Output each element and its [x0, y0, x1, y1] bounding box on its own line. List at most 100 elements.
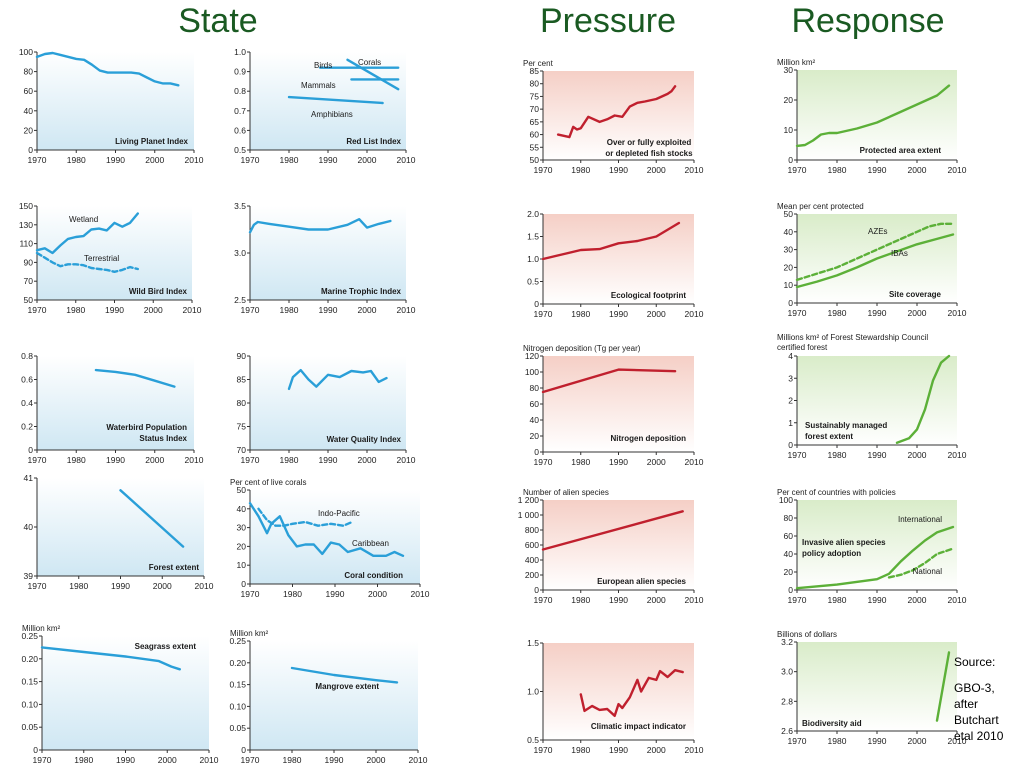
x-tick-label: 1970: [788, 736, 807, 746]
series-line-wetland: [35, 212, 140, 255]
x-tick-label: 2010: [685, 745, 704, 755]
y-tick-label: 2: [788, 396, 793, 406]
chart-alien-species: 0 200 400 600 800 1 000 1 200 1970 1980 1990 2000 2…: [518, 488, 704, 605]
y-tick-label: 0.4: [21, 398, 33, 408]
x-tick-label: 2010: [185, 455, 204, 465]
y-tick-label: 55: [530, 142, 540, 152]
y-tick-label: 80: [237, 398, 247, 408]
x-tick-label: 1990: [609, 595, 628, 605]
x-tick-label: 1990: [325, 755, 344, 765]
x-tick-label: 2000: [358, 155, 377, 165]
y-tick-label: 3.2: [781, 637, 793, 647]
indicator-label: Living Planet Index: [115, 137, 188, 146]
y-tick-label: 70: [24, 276, 34, 286]
y-tick-label: 1.0: [527, 254, 539, 264]
y-tick-label: 41: [24, 473, 34, 483]
y-tick-label: 3: [788, 373, 793, 383]
y-tick-label: 70: [237, 445, 247, 455]
x-tick-label: 1990: [868, 450, 887, 460]
plot-background: [797, 500, 957, 590]
source-line-2: GBO-3,: [954, 681, 995, 695]
y-tick-label: 1.0: [234, 47, 246, 57]
x-tick-label: 1990: [106, 155, 125, 165]
y-tick-label: 0.05: [21, 722, 38, 732]
x-tick-label: 1970: [28, 455, 47, 465]
chart-nitrogen: 0 20 40 60 80 100 120 1970 1980 1990 2000 2010 Nitro…: [523, 344, 704, 467]
y-tick-label: 2.0: [527, 209, 539, 219]
x-tick-label: 2000: [908, 595, 927, 605]
indicator-label: Waterbird Population: [106, 423, 187, 432]
x-tick-label: 1980: [571, 165, 590, 175]
chart-climatic-impact: 0.5 1.0 1.5 1970 1980 1990 2000 2010 Climatic im…: [527, 638, 704, 755]
x-tick-label: 1970: [788, 450, 807, 460]
y-tick-label: 0: [28, 445, 33, 455]
x-tick-label: 2010: [948, 308, 967, 318]
y-tick-label: 100: [19, 47, 33, 57]
indicator-label: Sustainably managed: [805, 421, 887, 430]
y-tick-label: 0.10: [21, 699, 38, 709]
indicator-label: Coral condition: [344, 571, 403, 580]
indicator-label: Over or fully exploited: [607, 138, 692, 147]
x-tick-label: 1970: [241, 305, 260, 315]
series-line-0: [556, 85, 677, 139]
y-tick-label: 0.2: [21, 422, 33, 432]
y-tick-label: 0.20: [229, 658, 246, 668]
y-tick-label: 130: [19, 220, 33, 230]
source-line-1: Source:: [954, 655, 996, 669]
y-tick-label: 60: [784, 531, 794, 541]
panel-title: Billions of dollars: [777, 630, 837, 639]
x-tick-label: 2010: [411, 589, 430, 599]
series-line-ibas: [795, 233, 955, 289]
y-tick-label: 80: [24, 67, 34, 77]
series-line-0: [935, 651, 951, 722]
y-tick-label: 3.0: [781, 667, 793, 677]
indicator-label: policy adoption: [802, 549, 861, 558]
x-tick-label: 1970: [788, 165, 807, 175]
indicator-label: Seagrass extent: [135, 642, 197, 651]
x-tick-label: 2000: [647, 165, 666, 175]
y-tick-label: 1 000: [518, 510, 540, 520]
x-tick-label: 2010: [685, 457, 704, 467]
x-tick-label: 1990: [326, 589, 345, 599]
y-tick-label: 50: [24, 295, 34, 305]
panel-title: Nitrogen deposition (Tg per year): [523, 344, 641, 353]
indicator-label: Red List Index: [346, 137, 401, 146]
x-tick-label: 1990: [868, 308, 887, 318]
series-line-0: [40, 646, 182, 671]
indicator-label: Wild Bird Index: [129, 287, 188, 296]
x-tick-label: 1990: [609, 457, 628, 467]
x-tick-label: 2000: [908, 736, 927, 746]
series-label: Corals: [358, 58, 381, 67]
y-tick-label: 80: [530, 79, 540, 89]
plot-background: [250, 641, 418, 750]
x-tick-label: 2000: [647, 457, 666, 467]
x-tick-label: 1980: [828, 165, 847, 175]
y-tick-label: 1.0: [527, 687, 539, 697]
x-tick-label: 2000: [158, 755, 177, 765]
y-tick-label: 30: [237, 523, 247, 533]
x-tick-label: 2010: [685, 595, 704, 605]
y-tick-label: 75: [530, 91, 540, 101]
y-tick-label: 0.8: [234, 86, 246, 96]
x-tick-label: 1980: [828, 450, 847, 460]
x-tick-label: 2010: [948, 595, 967, 605]
x-tick-label: 1980: [74, 755, 93, 765]
x-tick-label: 2000: [358, 455, 377, 465]
indicator-label: Forest extent: [149, 563, 200, 572]
panel-title: Million km²: [777, 58, 816, 67]
y-tick-label: 0.25: [229, 636, 246, 646]
x-tick-label: 1990: [609, 165, 628, 175]
indicator-label: Biodiversity aid: [802, 719, 862, 728]
x-tick-label: 2010: [685, 309, 704, 319]
plot-background: [543, 643, 694, 740]
y-tick-label: 2.5: [234, 295, 246, 305]
x-tick-label: 1970: [33, 755, 52, 765]
y-tick-label: 1: [788, 418, 793, 428]
y-tick-label: 0.25: [21, 631, 38, 641]
y-tick-label: 50: [784, 209, 794, 219]
x-tick-label: 2000: [647, 745, 666, 755]
column-header-state: State: [178, 2, 258, 40]
y-tick-label: 0: [788, 298, 793, 308]
y-tick-label: 30: [784, 65, 794, 75]
series-line-corals: [346, 58, 400, 91]
